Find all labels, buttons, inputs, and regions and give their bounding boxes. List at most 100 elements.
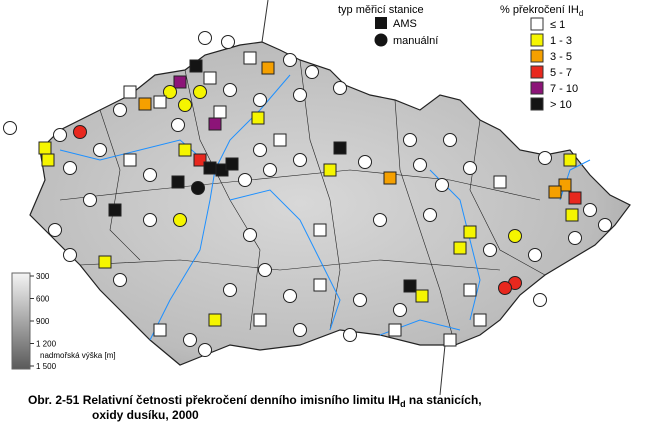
manual-station — [538, 151, 552, 165]
ams-station — [98, 255, 112, 269]
ams-station — [333, 141, 347, 155]
type-legend-item: AMS — [393, 18, 417, 30]
manual-station — [48, 223, 62, 237]
ams-station — [273, 133, 287, 147]
manual-station — [403, 133, 417, 147]
manual-station — [528, 248, 542, 262]
manual-station — [333, 81, 347, 95]
stations — [3, 31, 612, 357]
class-label: > 10 — [550, 99, 572, 111]
manual-station — [223, 83, 237, 97]
manual-station — [221, 35, 235, 49]
manual-station — [171, 118, 185, 132]
type-legend-title: typ měřicí stanice — [338, 4, 424, 16]
manual-station — [305, 65, 319, 79]
class-label: 5 - 7 — [550, 67, 572, 79]
ams-station — [138, 97, 152, 111]
class-label: 7 - 10 — [550, 83, 578, 95]
class-swatch — [530, 97, 544, 111]
ams-station — [171, 175, 185, 189]
caption-sub: d — [400, 399, 406, 409]
manual-station — [263, 163, 277, 177]
manual-station — [93, 143, 107, 157]
manual-station — [193, 85, 207, 99]
manual-station — [198, 31, 212, 45]
ams-station — [193, 153, 207, 167]
elevation-label: 600 — [36, 295, 50, 304]
ams-station — [203, 71, 217, 85]
manual-station — [498, 281, 512, 295]
manual-station — [243, 228, 257, 242]
manual-station — [293, 323, 307, 337]
manual-station — [178, 98, 192, 112]
ams-station — [108, 203, 122, 217]
ams-station — [203, 161, 217, 175]
manual-station — [73, 125, 87, 139]
manual-station — [533, 293, 547, 307]
manual-station — [483, 243, 497, 257]
class-swatch — [530, 33, 544, 47]
manual-station — [183, 333, 197, 347]
manual-symbol — [374, 33, 388, 47]
manual-station — [143, 213, 157, 227]
ams-station — [123, 85, 137, 99]
class-legend: ≤ 1 1 - 3 3 - 5 5 - 7 7 - 10 > 10 — [530, 17, 578, 111]
manual-station — [253, 93, 267, 107]
manual-station — [198, 343, 212, 357]
ams-station — [153, 323, 167, 337]
elevation-label: 1 500 — [36, 362, 57, 371]
ams-station — [563, 153, 577, 167]
manual-station — [253, 143, 267, 157]
manual-station — [373, 213, 387, 227]
class-swatch — [530, 49, 544, 63]
elevation-label: 300 — [36, 272, 50, 281]
ams-symbol — [375, 17, 387, 29]
class-swatch — [530, 17, 544, 31]
manual-station — [508, 229, 522, 243]
class-swatch — [530, 65, 544, 79]
manual-station — [83, 193, 97, 207]
ams-station — [568, 191, 582, 205]
manual-station — [568, 231, 582, 245]
manual-station — [435, 178, 449, 192]
caption-text: Obr. 2-51 Relativní četnosti překročení … — [28, 393, 400, 407]
ams-station — [38, 141, 52, 155]
ams-station — [313, 278, 327, 292]
caption-line1: Obr. 2-51 Relativní četnosti překročení … — [28, 393, 482, 409]
ams-station — [558, 178, 572, 192]
manual-station — [283, 289, 297, 303]
ams-station — [173, 75, 187, 89]
ams-station — [253, 313, 267, 327]
class-label: 3 - 5 — [550, 51, 572, 63]
ams-station — [403, 279, 417, 293]
ams-station — [473, 313, 487, 327]
elevation-labels: 300 600 900 1 200 1 500 — [30, 272, 57, 371]
manual-station — [353, 293, 367, 307]
class-legend-title-text: % překročení IH — [500, 4, 579, 16]
manual-station — [113, 273, 127, 287]
manual-station — [393, 303, 407, 317]
manual-station — [463, 161, 477, 175]
ams-station — [208, 117, 222, 131]
manual-station — [63, 248, 77, 262]
manual-station — [223, 283, 237, 297]
manual-station — [358, 155, 372, 169]
elevation-label: 900 — [36, 317, 50, 326]
ams-station — [208, 313, 222, 327]
ams-station — [178, 143, 192, 157]
elevation-bar — [11, 272, 31, 370]
manual-station — [423, 208, 437, 222]
manual-station — [238, 173, 252, 187]
ams-station — [443, 333, 457, 347]
elevation-title: nadmořská výška [m] — [40, 351, 116, 360]
caption-line2: oxidy dusíku, 2000 — [92, 408, 199, 422]
manual-station — [343, 328, 357, 342]
ams-station — [189, 59, 203, 73]
manual-station — [583, 203, 597, 217]
manual-station — [413, 158, 427, 172]
ams-station — [153, 95, 167, 109]
class-legend-title-sub: d — [579, 9, 583, 18]
manual-station — [258, 263, 272, 277]
ams-station — [251, 111, 265, 125]
